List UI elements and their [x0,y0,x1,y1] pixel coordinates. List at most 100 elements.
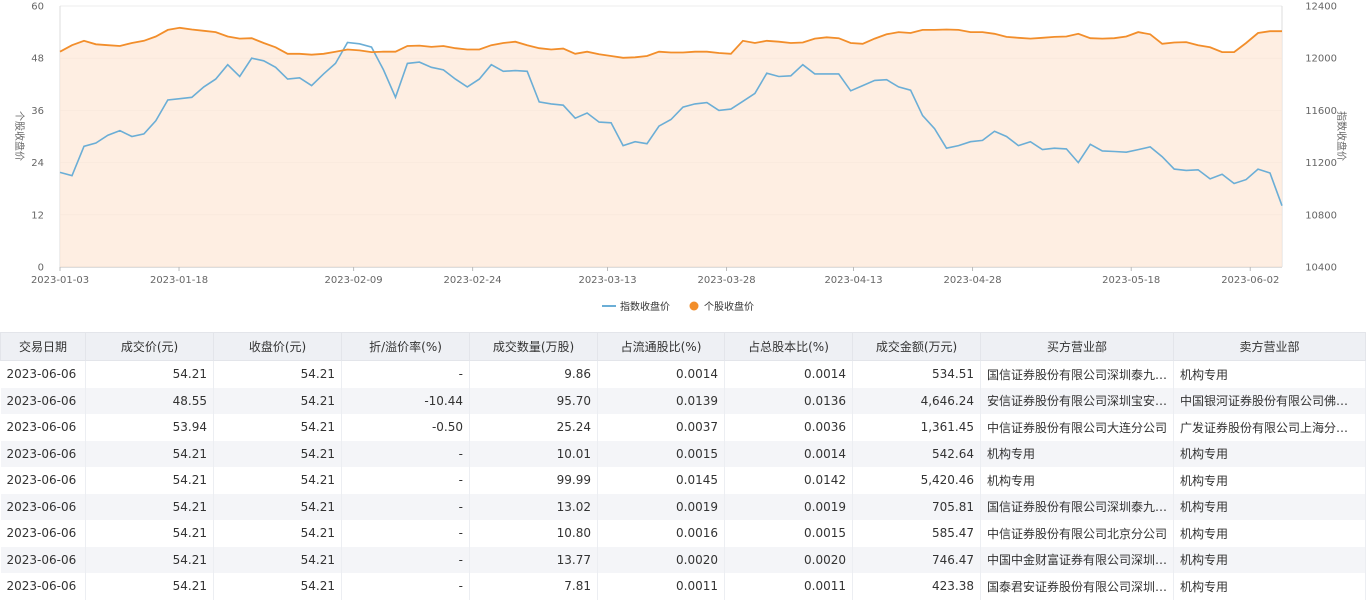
table-cell: 54.21 [213,387,342,414]
table-cell: 585.47 [852,520,981,547]
table-cell: 广发证券股份有限公司上海分公司 [1173,414,1366,441]
stock-price-line [59,26,1282,59]
table-cell: 13.02 [469,493,598,520]
y-right-tick-label: 12400 [1305,2,1337,13]
table-row: 2023-06-06 54.21 54.21-10.01 0.0015 0.0014 54… [0,440,1366,467]
table-cell: 54.21 [85,467,214,494]
table-cell: 54.21 [213,414,342,441]
table-cell: 13.77 [469,546,598,573]
table-cell: -10.44 [341,387,470,414]
table-cell: 0.0136 [724,387,853,414]
table-cell: 54.21 [213,546,342,573]
table-row: 2023-06-06 54.21 54.21-10.80 0.0016 0.0015 58… [0,520,1366,547]
table-cell: 机构专用 [1173,360,1366,388]
table-cell: 0.0019 [724,493,853,520]
table-cell: 0.0020 [724,546,853,573]
column-header: 成交金额(万元) [852,332,981,361]
y-right-tick-label: 10400 [1305,263,1337,274]
table-cell: 746.47 [852,546,981,573]
table-cell: 54.21 [85,573,214,600]
table-cell: 0.0139 [597,387,725,414]
table-cell: 54.21 [213,440,342,467]
table-cell: - [341,520,470,547]
table-cell: 机构专用 [1173,573,1366,600]
x-tick-label: 2023-04-28 [943,275,1001,286]
table-cell: 2023-06-06 [0,360,86,388]
table-cell: 国信证券股份有限公司深圳泰九… [980,493,1174,520]
table-cell: 机构专用 [1173,467,1366,494]
table-cell: 5,420.46 [852,467,981,494]
table-row: 2023-06-06 54.21 54.21-99.99 0.0145 0.0142 5,… [0,467,1366,494]
table-cell: 0.0014 [597,360,725,388]
table-cell: 0.0011 [597,573,725,600]
y-right-tick-label: 10800 [1305,210,1337,221]
table-cell: - [341,467,470,494]
table-row: 2023-06-06 48.55 54.21 -10.44 95.70 0.0139 0.0… [0,387,1366,414]
table-cell: 机构专用 [1173,520,1366,547]
table-cell: 0.0015 [724,520,853,547]
table-cell: 54.21 [213,493,342,520]
table-cell: 25.24 [469,414,598,441]
y-right-tick-label: 11600 [1305,106,1337,117]
table-cell: 机构专用 [980,467,1174,494]
table-cell: 2023-06-06 [0,493,86,520]
x-tick-label: 2023-04-13 [824,275,882,286]
column-header: 收盘价(元) [213,332,342,361]
table-cell: 54.21 [85,520,214,547]
table-cell: - [341,573,470,600]
table-cell: 54.21 [213,573,342,600]
table-cell: 423.38 [852,573,981,600]
y-left-tick-label: 0 [38,263,44,274]
table-cell: 安信证券股份有限公司深圳宝安… [980,387,1174,414]
table-cell: 54.21 [85,493,214,520]
table-cell: 机构专用 [1173,440,1366,467]
x-tick-label: 2023-05-18 [1102,275,1160,286]
table-cell: 54.21 [85,440,214,467]
table-cell: 54.21 [213,360,342,388]
x-tick-label: 2023-02-09 [325,275,383,286]
table-cell: 9.86 [469,360,598,388]
table-cell: 0.0011 [724,573,853,600]
table-cell: 2023-06-06 [0,467,86,494]
table-cell: 54.21 [85,546,214,573]
block-trade-table-container: 交易日期 成交价(元) 收盘价(元) 折/溢价率(%) 成交数量(万股) 占流通股比(%)… [0,332,1370,600]
table-cell: 中国中金财富证券有限公司深圳… [980,546,1174,573]
table-cell: - [341,360,470,388]
table-cell: -0.50 [341,414,470,441]
y-right-tick-label: 12000 [1305,54,1337,65]
table-cell: 48.55 [85,387,214,414]
table-cell: 0.0014 [724,360,853,388]
legend-index-label: 指数收盘价 [620,300,670,313]
table-cell: 0.0142 [724,467,853,494]
y-left-tick-label: 24 [31,158,44,169]
y-left-tick-label: 36 [31,106,44,117]
x-tick-label: 2023-03-28 [697,275,755,286]
table-cell: 0.0145 [597,467,725,494]
table-cell: 2023-06-06 [0,387,86,414]
column-header: 成交数量(万股) [469,332,598,361]
column-header: 买方营业部 [980,332,1174,361]
table-cell: 国泰君安证券股份有限公司深圳… [980,573,1174,600]
table-cell: 95.70 [469,387,598,414]
table-cell: - [341,546,470,573]
x-tick-label: 2023-03-13 [578,275,636,286]
table-cell: 99.99 [469,467,598,494]
y-left-axis-title: 个股收盘价 [13,111,26,161]
table-cell: 4,646.24 [852,387,981,414]
y-left-tick-label: 60 [31,2,44,13]
table-row: 2023-06-06 54.21 54.21-9.86 0.0014 0.0014 534… [0,360,1366,388]
table-cell: 2023-06-06 [0,414,86,441]
x-tick-label: 2023-02-24 [444,275,502,286]
table-cell: 中国银河证券股份有限公司佛山… [1173,387,1366,414]
index-price-line [59,41,1283,206]
column-header: 交易日期 [0,332,86,361]
table-cell: 2023-06-06 [0,440,86,467]
table-cell: 0.0036 [724,414,853,441]
table-cell: 54.21 [213,520,342,547]
table-header-row: 交易日期 成交价(元) 收盘价(元) 折/溢价率(%) 成交数量(万股) 占流通股比(%)… [0,332,1366,361]
table-cell: 2023-06-06 [0,573,86,600]
table-cell: 0.0015 [597,440,725,467]
y-right-axis-title: 指数收盘价 [1335,111,1348,161]
table-cell: 0.0019 [597,493,725,520]
table-cell: 0.0020 [597,546,725,573]
